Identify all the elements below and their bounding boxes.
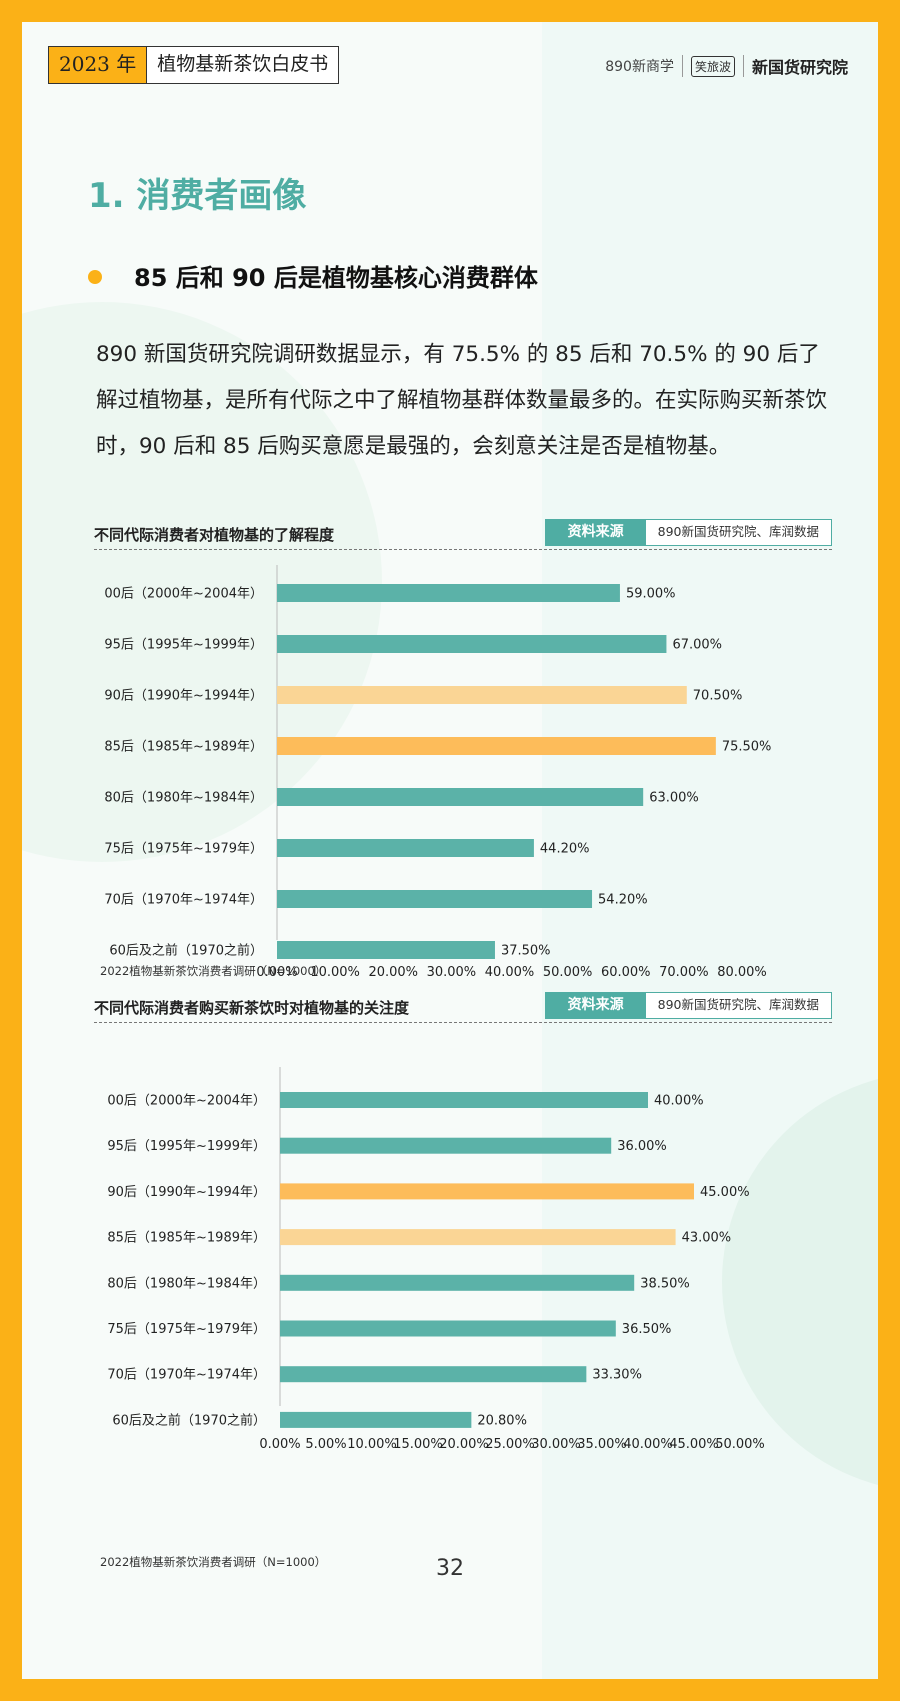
category-label: 95后（1995年~1999年） bbox=[104, 638, 263, 653]
x-tick-label: 15.00% bbox=[393, 1437, 443, 1452]
x-tick-label: 30.00% bbox=[427, 965, 477, 980]
category-label: 00后（2000年~2004年） bbox=[107, 1094, 266, 1109]
value-label: 54.20% bbox=[598, 893, 648, 908]
category-label: 70后（1970年~1974年） bbox=[104, 893, 263, 908]
bar bbox=[280, 1411, 472, 1428]
bar bbox=[277, 686, 687, 704]
x-tick-label: 50.00% bbox=[715, 1437, 765, 1452]
chart1-source: 资料来源 890新国货研究院、库润数据 bbox=[544, 519, 832, 546]
x-tick-label: 20.00% bbox=[368, 965, 418, 980]
bar bbox=[277, 737, 716, 755]
x-tick-label: 0.00% bbox=[259, 1437, 300, 1452]
logo-divider bbox=[681, 55, 683, 77]
section-title: 1. 消费者画像 bbox=[88, 176, 307, 216]
x-tick-label: 40.00% bbox=[623, 1437, 673, 1452]
source-label: 资料来源 bbox=[545, 520, 646, 545]
category-label: 85后（1985年~1989年） bbox=[104, 740, 263, 755]
value-label: 36.00% bbox=[617, 1139, 667, 1154]
x-tick-label: 60.00% bbox=[601, 965, 651, 980]
page: 2023 年 植物基新茶饮白皮书 890新商学 笑旅波 新国货研究院 1. 消费… bbox=[22, 22, 878, 1679]
bar bbox=[280, 1320, 616, 1337]
bar bbox=[280, 1274, 635, 1291]
report-year: 2023 年 bbox=[49, 47, 148, 83]
chart2-header: 不同代际消费者购买新茶饮时对植物基的关注度 资料来源 890新国货研究院、库润数… bbox=[94, 992, 832, 1023]
bar bbox=[277, 941, 495, 959]
value-label: 38.50% bbox=[640, 1276, 690, 1291]
value-label: 70.50% bbox=[693, 689, 743, 704]
chart2: 00后（2000年~2004年） 40.00% 95后（1995年~1999年） 36… bbox=[107, 1067, 765, 1452]
x-tick-label: 20.00% bbox=[439, 1437, 489, 1452]
chart1-note: 2022植物基新茶饮消费者调研（N=1000） bbox=[100, 964, 327, 978]
x-tick-label: 80.00% bbox=[717, 965, 767, 980]
x-tick-label: 40.00% bbox=[485, 965, 535, 980]
x-tick-label: 25.00% bbox=[485, 1437, 535, 1452]
value-label: 37.50% bbox=[501, 944, 551, 959]
category-label: 95后（1995年~1999年） bbox=[107, 1139, 266, 1154]
x-tick-label: 10.00% bbox=[310, 965, 360, 980]
category-label: 90后（1990年~1994年） bbox=[104, 689, 263, 704]
logo-group: 890新商学 笑旅波 新国货研究院 bbox=[605, 54, 848, 78]
x-tick-label: 5.00% bbox=[305, 1437, 346, 1452]
category-label: 75后（1975年~1979年） bbox=[107, 1322, 266, 1337]
bar bbox=[277, 890, 593, 908]
chart2-title: 不同代际消费者购买新茶饮时对植物基的关注度 bbox=[94, 999, 410, 1017]
category-label: 60后及之前（1970之前） bbox=[109, 943, 263, 959]
category-label: 75后（1975年~1979年） bbox=[104, 842, 263, 857]
bar bbox=[280, 1092, 648, 1108]
chart2-source: 资料来源 890新国货研究院、库润数据 bbox=[544, 992, 832, 1019]
x-tick-label: 0.00% bbox=[256, 965, 297, 980]
category-label: 70后（1970年~1974年） bbox=[107, 1368, 266, 1383]
value-label: 20.80% bbox=[477, 1413, 527, 1428]
bar bbox=[277, 584, 620, 602]
bar bbox=[277, 839, 534, 857]
logo-890: 890新商学 bbox=[605, 59, 674, 75]
subtitle: 85 后和 90 后是植物基核心消费群体 bbox=[134, 264, 538, 292]
page-number: 32 bbox=[436, 1556, 464, 1581]
chart1: 00后（2000年~2004年） 59.00% 95后（1995年~1999年） 67… bbox=[104, 565, 772, 980]
source-value: 890新国货研究院、库润数据 bbox=[645, 520, 831, 545]
value-label: 67.00% bbox=[672, 638, 722, 653]
x-tick-label: 35.00% bbox=[577, 1437, 627, 1452]
x-tick-label: 50.00% bbox=[543, 965, 593, 980]
value-label: 44.20% bbox=[540, 842, 590, 857]
value-label: 63.00% bbox=[649, 791, 699, 806]
bullet-dot-icon bbox=[88, 270, 102, 284]
category-label: 00后（2000年~2004年） bbox=[104, 587, 263, 602]
logo-divider bbox=[742, 55, 744, 77]
chart2-note: 2022植物基新茶饮消费者调研（N=1000） bbox=[100, 1555, 327, 1569]
value-label: 33.30% bbox=[592, 1368, 642, 1383]
bar bbox=[277, 788, 644, 806]
bar bbox=[280, 1137, 612, 1154]
value-label: 36.50% bbox=[622, 1322, 672, 1337]
category-label: 80后（1980年~1984年） bbox=[104, 791, 263, 806]
x-tick-label: 30.00% bbox=[531, 1437, 581, 1452]
x-tick-label: 45.00% bbox=[669, 1437, 719, 1452]
bar bbox=[280, 1229, 676, 1246]
category-label: 85后（1985年~1989年） bbox=[107, 1231, 266, 1246]
bar bbox=[280, 1366, 587, 1383]
bar bbox=[277, 635, 667, 653]
category-label: 90后（1990年~1994年） bbox=[107, 1185, 266, 1200]
source-label: 资料来源 bbox=[545, 993, 646, 1018]
value-label: 75.50% bbox=[722, 740, 772, 755]
logo-main: 新国货研究院 bbox=[751, 58, 848, 77]
chart1-header: 不同代际消费者对植物基的了解程度 资料来源 890新国货研究院、库润数据 bbox=[94, 519, 832, 550]
value-label: 40.00% bbox=[654, 1094, 704, 1109]
chart1-title: 不同代际消费者对植物基的了解程度 bbox=[94, 526, 335, 544]
x-tick-label: 10.00% bbox=[347, 1437, 397, 1452]
value-label: 45.00% bbox=[700, 1185, 750, 1200]
source-value: 890新国货研究院、库润数据 bbox=[645, 993, 831, 1018]
bar bbox=[280, 1183, 694, 1200]
report-title: 植物基新茶饮白皮书 bbox=[147, 47, 339, 83]
x-tick-label: 70.00% bbox=[659, 965, 709, 980]
body-paragraph: 890 新国货研究院调研数据显示，有 75.5% 的 85 后和 70.5% 的… bbox=[96, 342, 828, 459]
category-label: 80后（1980年~1984年） bbox=[107, 1276, 266, 1291]
value-label: 43.00% bbox=[682, 1231, 732, 1246]
category-label: 60后及之前（1970之前） bbox=[112, 1412, 266, 1428]
report-tag: 2023 年 植物基新茶饮白皮书 bbox=[48, 46, 340, 84]
logo-partner: 笑旅波 bbox=[690, 55, 735, 77]
value-label: 59.00% bbox=[626, 587, 676, 602]
